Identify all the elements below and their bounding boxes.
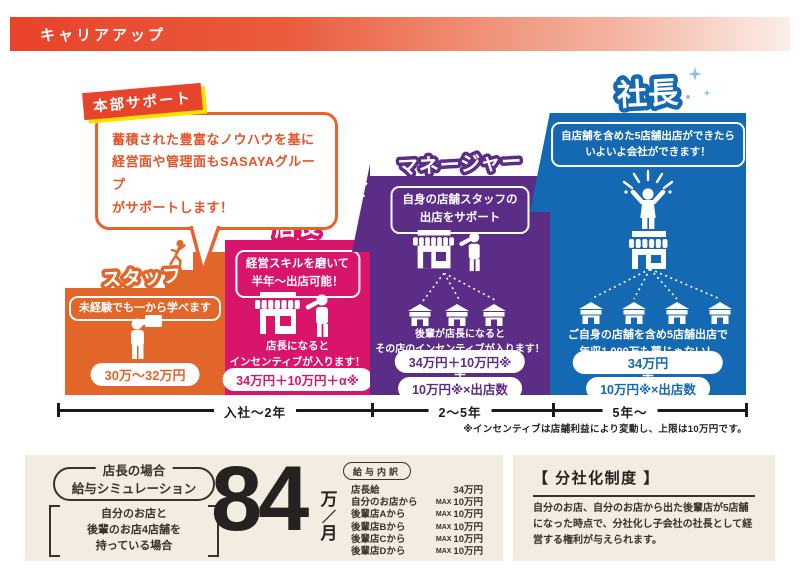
simulation-badge: 店長の場合 給与シミュレーション bbox=[53, 460, 215, 501]
breakdown-row: 店長給 34万円 bbox=[351, 485, 483, 497]
svg-text:マネージャー: マネージャー bbox=[397, 150, 523, 179]
timeline-tick bbox=[371, 403, 374, 417]
timeline-label-1: 入社〜2年 bbox=[214, 402, 296, 421]
breakdown-name: 後輩店Dから bbox=[351, 546, 406, 558]
breakdown-max: MAX bbox=[435, 511, 452, 519]
small-store-icon bbox=[579, 302, 603, 324]
small-store-icon bbox=[665, 302, 689, 324]
right-bracket bbox=[208, 505, 219, 557]
breakdown-value: 10万円 bbox=[453, 509, 483, 521]
svg-text:社長: 社長 bbox=[616, 76, 680, 112]
tencho-salary-pill: 34万円＋10万円＋α※ bbox=[222, 368, 373, 391]
simulation-badge-case: 店長の場合 bbox=[95, 460, 173, 479]
president-salary-pill-1: 34万円 bbox=[572, 351, 724, 374]
header-bar: キャリアアップ bbox=[10, 17, 790, 51]
manager-description-box: 自身の店舗スタッフの 出店をサポート bbox=[390, 186, 530, 234]
breakdown-value: 10万円 bbox=[453, 546, 483, 558]
step-block-tencho: 店長 経営スキルを磨いて 半年〜出店可能！ 店長になると インセンティブが入りま… bbox=[222, 210, 373, 395]
branch-stores-row bbox=[407, 304, 507, 326]
subsidiary-title: 【 分社化制度 】 bbox=[533, 467, 755, 497]
breakdown-name: 自分のお店から bbox=[351, 497, 418, 509]
step-title-manager: マネージャー bbox=[394, 146, 527, 182]
sparkle-icon bbox=[703, 89, 711, 97]
staff-salary-pill: 30万〜32万円 bbox=[90, 363, 200, 386]
breakdown-max: MAX bbox=[435, 499, 452, 507]
small-store-icon bbox=[622, 302, 646, 324]
unit-man: 万 bbox=[320, 490, 338, 509]
left-bracket bbox=[49, 505, 60, 557]
timeline-label-3: 5年〜 bbox=[602, 402, 658, 421]
breakdown-table: 店長給 34万円 自分のお店から MAX 10万円 後輩店Aから MAX 10万円 … bbox=[351, 485, 483, 558]
president-description-box: 自店舗を含めた5店舗出店ができたら いよいよ会社ができます！ bbox=[551, 122, 745, 167]
subsidiary-system-panel: 【 分社化制度 】 自分のお店、自分のお店から出た後輩店が5店舗になった時点で、… bbox=[513, 455, 775, 561]
manager-salary-pill-2: 10万円※×出店数 bbox=[398, 377, 522, 400]
timeline-tick bbox=[745, 403, 748, 417]
timeline-tick bbox=[57, 403, 60, 417]
store-icon bbox=[629, 231, 668, 269]
step-block-manager: マネージャー 自身の店舗スタッフの 出店をサポート bbox=[352, 146, 550, 400]
breakdown-value: 10万円 bbox=[453, 533, 483, 545]
breakdown-max: MAX bbox=[435, 523, 452, 531]
breakdown-name: 後輩店Cから bbox=[351, 533, 406, 545]
breakdown-row: 後輩店Dから MAX 10万円 bbox=[351, 546, 483, 558]
step-title-staff: スタッフ bbox=[98, 261, 186, 294]
manager-note: 後輩が店長になると その店のインセンティブが入ります！ bbox=[375, 329, 544, 355]
breakdown-label: 給与内訳 bbox=[343, 462, 412, 480]
tencho-note: 店長になると インセンティブが入ります！ bbox=[229, 340, 366, 368]
breakdown-row: 後輩店Cから MAX 10万円 bbox=[351, 534, 483, 546]
breakdown-value: 10万円 bbox=[453, 497, 483, 509]
breakdown-value: 34万円 bbox=[453, 485, 483, 496]
breakdown-name: 後輩店Aから bbox=[351, 509, 406, 521]
dotted-connector bbox=[422, 273, 498, 302]
branch-stores-row bbox=[578, 302, 733, 324]
president-salary-pill-2: 10万円※×出店数 bbox=[586, 377, 710, 400]
hq-support-text: 蓄積された豊富なノウハウを基に 経営面や管理面もSASAYAグループ がサポート… bbox=[112, 131, 316, 215]
breakdown-row: 後輩店Aから MAX 10万円 bbox=[351, 509, 483, 521]
svg-text:スタッフ: スタッフ bbox=[102, 265, 183, 291]
small-store-icon bbox=[445, 304, 469, 326]
unit-slash: ／ bbox=[322, 508, 336, 525]
breakdown-max: MAX bbox=[435, 535, 452, 543]
small-store-icon bbox=[482, 304, 506, 326]
timeline-axis bbox=[57, 409, 747, 412]
staff-worker-icon bbox=[131, 315, 162, 359]
salary-unit: 万 ／ 月 bbox=[317, 490, 341, 544]
cliff-climber-icon bbox=[356, 180, 368, 200]
store-and-owner-icon bbox=[413, 230, 480, 272]
tencho-description-box: 経営スキルを磨いて 半年〜出店可能！ bbox=[234, 250, 361, 298]
speech-bubble-tail bbox=[190, 226, 220, 273]
breakdown-row: 後輩店Bから MAX 10万円 bbox=[351, 522, 483, 534]
stairs-climber-icon bbox=[169, 239, 186, 267]
page-title: キャリアアップ bbox=[40, 26, 167, 44]
breakdown-value: 10万円 bbox=[453, 521, 483, 533]
condition-text: 自分のお店と 後輩のお店4店舗を 持っている場合 bbox=[86, 508, 182, 552]
manager-salary-pill-1: 34万円＋10万円※ bbox=[394, 350, 526, 373]
celebration-person-icon bbox=[622, 169, 674, 229]
salary-simulation-panel: 店長の場合 給与シミュレーション 自分のお店と 後輩のお店4店舗を 持っている場… bbox=[25, 451, 503, 561]
breakdown-name: 店長給 bbox=[351, 485, 380, 496]
hq-support-bubble: 蓄積された豊富なノウハウを基に 経営面や管理面もSASAYAグループ がサポート… bbox=[95, 112, 338, 230]
step-title-president: 社長 bbox=[612, 72, 685, 117]
dotted-connector bbox=[590, 269, 721, 300]
cliff-shape bbox=[352, 164, 370, 252]
incentive-footnote: ※インセンティブは店舗利益により変動し、上限は10万円です。 bbox=[463, 424, 747, 435]
timeline-tick bbox=[552, 403, 555, 417]
salary-amount: 84 bbox=[211, 448, 309, 550]
breakdown-row: 自分のお店から MAX 10万円 bbox=[351, 497, 483, 509]
unit-month: 月 bbox=[320, 524, 338, 544]
small-store-icon bbox=[408, 304, 432, 326]
store-and-owner-icon bbox=[255, 292, 328, 337]
cliff-climber-icon bbox=[534, 125, 546, 145]
timeline-label-2: 2〜5年 bbox=[428, 402, 492, 421]
small-store-icon bbox=[708, 302, 732, 324]
step-block-president: 社長 自店舗を含めた5店舗出店ができたら いよいよ会社ができます！ bbox=[530, 67, 746, 400]
simulation-condition: 自分のお店と 後輩のお店4店舗を 持っている場合 bbox=[49, 505, 219, 557]
step-block-staff: スタッフ 未経験でも一から学べます 30万〜32万円 bbox=[65, 239, 225, 395]
subsidiary-body: 自分のお店、自分のお店から出た後輩店が5店舗になった時点で、分社化し子会社の社長… bbox=[533, 503, 753, 547]
breakdown-max: MAX bbox=[435, 548, 452, 556]
sparkle-dot bbox=[686, 95, 690, 99]
breakdown-name: 後輩店Bから bbox=[351, 521, 406, 533]
simulation-badge-title: 給与シミュレーション bbox=[71, 482, 197, 496]
